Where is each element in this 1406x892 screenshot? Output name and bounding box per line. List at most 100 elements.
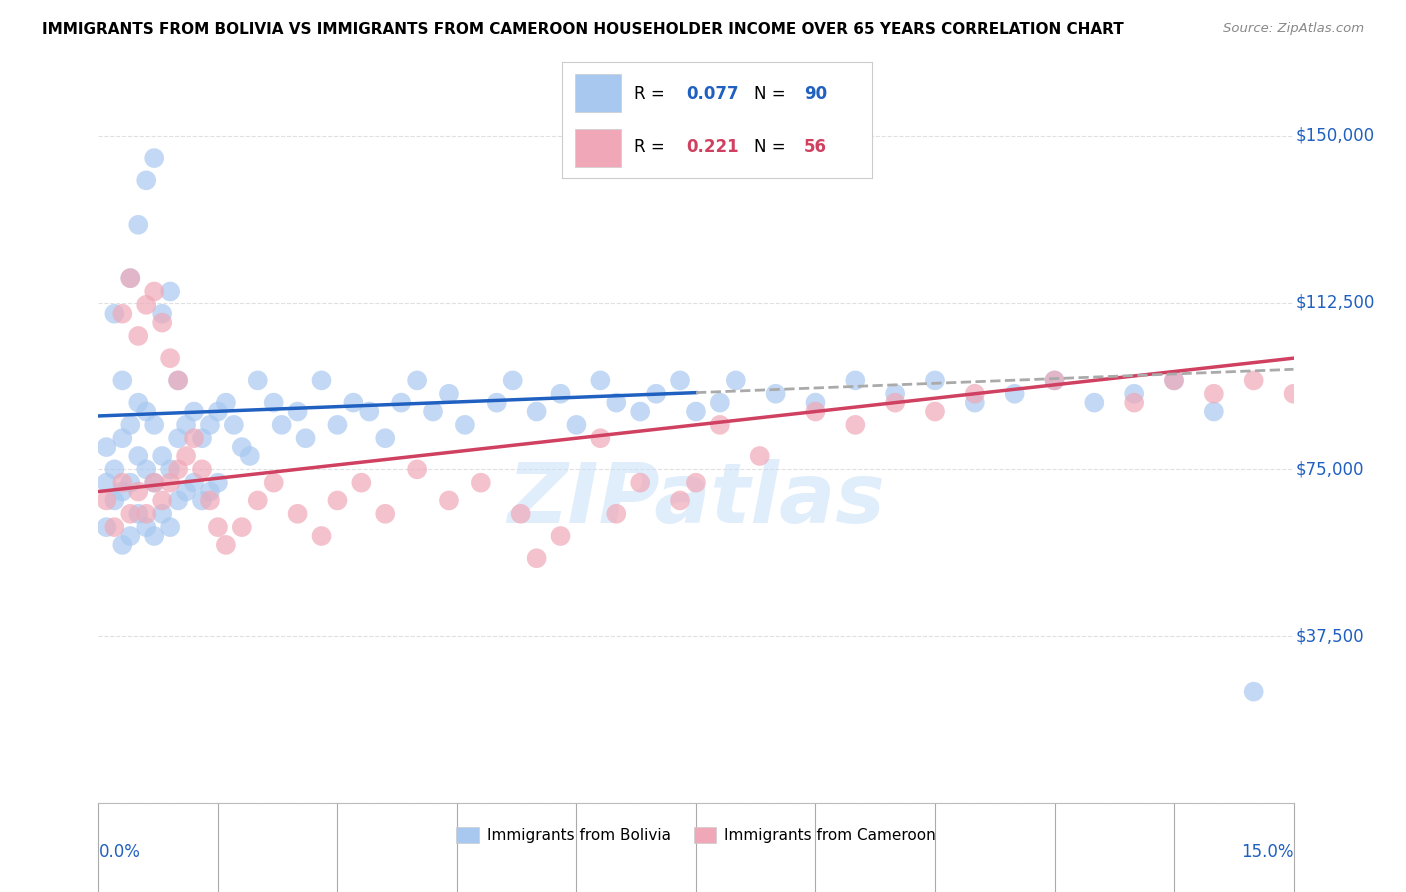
Point bbox=[685, 475, 707, 490]
Text: 0.0%: 0.0% bbox=[98, 843, 141, 861]
Point bbox=[263, 395, 285, 409]
Point bbox=[143, 475, 166, 490]
Point bbox=[183, 404, 205, 418]
Point bbox=[111, 484, 134, 499]
Point bbox=[120, 417, 142, 432]
Point bbox=[963, 395, 986, 409]
Point bbox=[159, 462, 181, 476]
Point bbox=[96, 493, 118, 508]
Point bbox=[103, 462, 125, 476]
Point bbox=[326, 417, 349, 432]
Text: $37,500: $37,500 bbox=[1296, 627, 1365, 645]
Point bbox=[311, 529, 333, 543]
Point bbox=[1163, 373, 1185, 387]
Point bbox=[150, 493, 173, 508]
Point bbox=[844, 417, 866, 432]
Point bbox=[120, 271, 142, 285]
Point bbox=[359, 404, 381, 418]
Text: R =: R = bbox=[634, 138, 669, 156]
Point bbox=[120, 529, 142, 543]
Point bbox=[143, 151, 166, 165]
Point bbox=[437, 493, 460, 508]
Point bbox=[454, 417, 477, 432]
Point bbox=[111, 431, 134, 445]
Legend: Immigrants from Bolivia, Immigrants from Cameroon: Immigrants from Bolivia, Immigrants from… bbox=[450, 822, 942, 849]
Point bbox=[159, 285, 181, 299]
Point bbox=[159, 475, 181, 490]
Point bbox=[159, 520, 181, 534]
Point bbox=[1083, 395, 1105, 409]
Point bbox=[709, 417, 731, 432]
Text: R =: R = bbox=[634, 85, 669, 103]
Point bbox=[526, 551, 548, 566]
Point bbox=[374, 431, 396, 445]
Point bbox=[804, 404, 827, 418]
Point bbox=[724, 373, 747, 387]
Point bbox=[127, 484, 149, 499]
Point bbox=[111, 475, 134, 490]
Point bbox=[804, 395, 827, 409]
Text: 56: 56 bbox=[804, 138, 827, 156]
Point bbox=[96, 475, 118, 490]
Point bbox=[143, 529, 166, 543]
Point bbox=[263, 475, 285, 490]
Point bbox=[406, 373, 429, 387]
Point bbox=[669, 493, 692, 508]
Point bbox=[1043, 373, 1066, 387]
Point bbox=[96, 440, 118, 454]
Point bbox=[239, 449, 262, 463]
Point bbox=[669, 373, 692, 387]
Point bbox=[120, 475, 142, 490]
Point bbox=[270, 417, 292, 432]
Text: 0.221: 0.221 bbox=[686, 138, 738, 156]
Point bbox=[150, 316, 173, 330]
Text: $75,000: $75,000 bbox=[1296, 460, 1364, 478]
Point bbox=[246, 493, 269, 508]
Point bbox=[374, 507, 396, 521]
Point bbox=[645, 386, 668, 401]
Point bbox=[406, 462, 429, 476]
Point bbox=[350, 475, 373, 490]
Point bbox=[127, 329, 149, 343]
Point bbox=[207, 475, 229, 490]
Bar bbox=[575, 74, 621, 112]
Point bbox=[526, 404, 548, 418]
Point bbox=[215, 538, 238, 552]
Point bbox=[135, 507, 157, 521]
Point bbox=[198, 417, 221, 432]
Point bbox=[111, 538, 134, 552]
Point bbox=[748, 449, 770, 463]
Point bbox=[502, 373, 524, 387]
Point bbox=[183, 475, 205, 490]
Point bbox=[326, 493, 349, 508]
Point bbox=[150, 507, 173, 521]
Point bbox=[167, 431, 190, 445]
Point bbox=[1004, 386, 1026, 401]
Point bbox=[628, 475, 651, 490]
Point bbox=[470, 475, 492, 490]
Point bbox=[183, 431, 205, 445]
Point bbox=[389, 395, 412, 409]
Point bbox=[103, 493, 125, 508]
Point bbox=[111, 307, 134, 321]
Point bbox=[174, 449, 197, 463]
Point bbox=[605, 507, 627, 521]
Point bbox=[127, 449, 149, 463]
Point bbox=[191, 431, 214, 445]
Point bbox=[150, 449, 173, 463]
Point bbox=[1243, 373, 1265, 387]
Point bbox=[167, 493, 190, 508]
Point bbox=[127, 395, 149, 409]
Point bbox=[135, 173, 157, 187]
Point bbox=[685, 404, 707, 418]
Point bbox=[1282, 386, 1305, 401]
Point bbox=[120, 271, 142, 285]
Point bbox=[605, 395, 627, 409]
Text: 90: 90 bbox=[804, 85, 827, 103]
Point bbox=[589, 373, 612, 387]
Text: ZIPatlas: ZIPatlas bbox=[508, 458, 884, 540]
Point bbox=[963, 386, 986, 401]
Text: 15.0%: 15.0% bbox=[1241, 843, 1294, 861]
Point bbox=[103, 307, 125, 321]
Point bbox=[422, 404, 444, 418]
